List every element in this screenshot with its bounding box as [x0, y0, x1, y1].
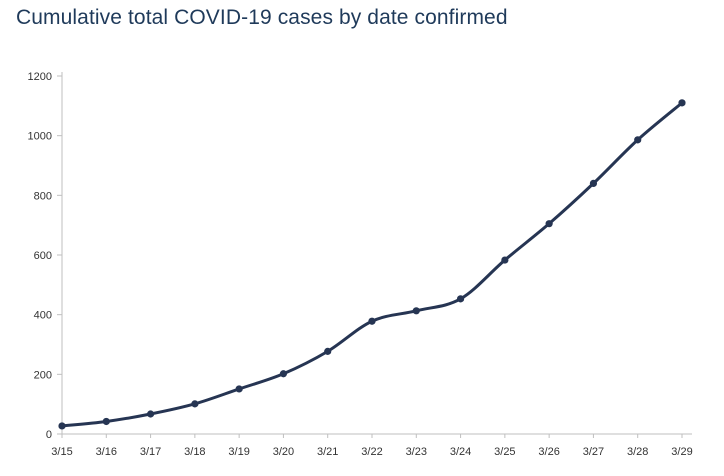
data-point[interactable]	[501, 256, 509, 264]
x-tick-label: 3/20	[273, 446, 294, 458]
x-tick-label: 3/29	[671, 446, 692, 458]
data-point[interactable]	[634, 136, 642, 144]
y-tick-label: 1200	[28, 71, 52, 83]
x-tick-label: 3/21	[317, 446, 338, 458]
y-tick-label: 800	[34, 190, 52, 202]
data-point[interactable]	[545, 220, 553, 228]
data-point[interactable]	[412, 307, 420, 315]
data-point[interactable]	[678, 99, 686, 107]
data-point[interactable]	[368, 317, 376, 325]
data-point[interactable]	[324, 347, 332, 355]
data-point[interactable]	[191, 400, 199, 408]
x-tick-label: 3/26	[538, 446, 559, 458]
x-tick-label: 3/19	[228, 446, 249, 458]
y-tick-label: 600	[34, 250, 52, 262]
x-tick-label: 3/28	[627, 446, 648, 458]
x-tick-label: 3/18	[184, 446, 205, 458]
x-tick-label: 3/25	[494, 446, 515, 458]
data-point[interactable]	[589, 179, 598, 187]
chart-axes	[61, 72, 692, 435]
x-tick-label: 3/24	[450, 446, 471, 458]
y-axis-ticks: 0 200 400 600 800 1000 1200	[28, 71, 62, 441]
series-line	[60, 101, 684, 428]
data-point[interactable]	[235, 385, 243, 393]
x-tick-label: 3/15	[51, 446, 72, 458]
x-tick-label: 3/27	[583, 446, 604, 458]
y-tick-label: 1000	[28, 131, 52, 143]
series-group	[58, 99, 686, 430]
y-tick-label: 200	[34, 369, 52, 381]
y-tick-label: 0	[46, 429, 52, 441]
data-point[interactable]	[58, 422, 66, 430]
data-point[interactable]	[102, 417, 110, 426]
data-point[interactable]	[279, 370, 288, 378]
data-point[interactable]	[146, 410, 155, 418]
chart-title: Cumulative total COVID-19 cases by date …	[16, 6, 508, 29]
x-axis-ticks: 3/15 3/16 3/17 3/18 3/19 3/20 3/21 3/22 3/23 3/24…	[51, 434, 693, 458]
x-tick-label: 3/22	[361, 446, 382, 458]
x-tick-label: 3/23	[406, 446, 427, 458]
y-tick-label: 400	[34, 310, 52, 322]
data-point[interactable]	[456, 295, 465, 303]
x-tick-label: 3/16	[96, 446, 117, 458]
x-tick-label: 3/17	[140, 446, 161, 458]
